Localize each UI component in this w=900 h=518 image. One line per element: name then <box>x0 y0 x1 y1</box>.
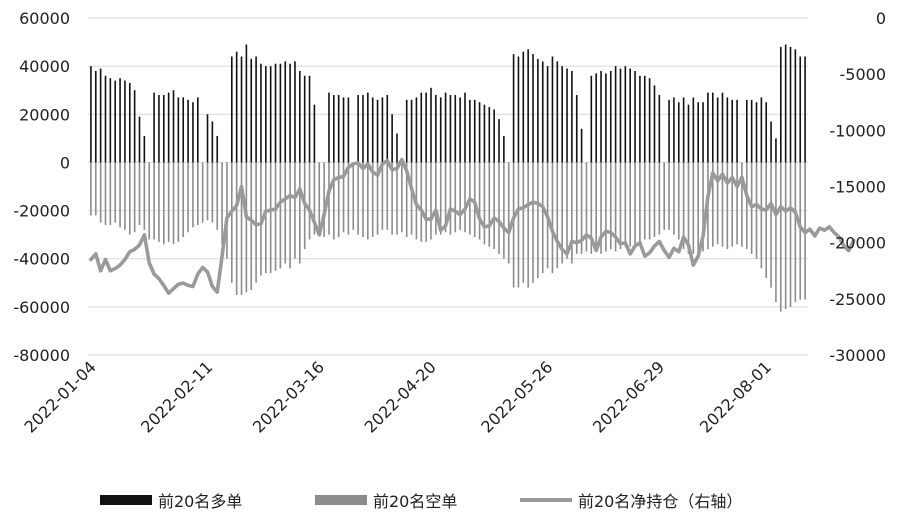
legend-label-long: 前20名多单 <box>158 492 243 511</box>
right-tick-label: -10000 <box>829 121 886 140</box>
x-tick-label: 2022-02-11 <box>137 357 216 436</box>
x-axis: 2022-01-04 2022-02-11 2022-03-16 2022-04-20… <box>21 357 775 436</box>
left-tick-label: -40000 <box>13 250 70 269</box>
legend-item-long: 前20名多单 <box>100 486 242 514</box>
left-tick-label: 60000 <box>19 9 70 28</box>
x-tick-label: 2022-04-20 <box>361 357 440 436</box>
right-tick-label: -15000 <box>829 178 886 197</box>
right-tick-label: -20000 <box>829 234 886 253</box>
right-axis: 0 -5000 -10000 -15000 -20000 -25000 -30000 <box>829 9 886 365</box>
x-tick-label: 2022-06-29 <box>589 357 668 436</box>
left-tick-label: 40000 <box>19 57 70 76</box>
left-tick-label: 20000 <box>19 105 70 124</box>
legend-label-short: 前20名空单 <box>373 492 458 511</box>
short-bars <box>90 162 806 312</box>
net-position-line <box>89 157 856 296</box>
legend-swatch-short <box>315 495 367 505</box>
left-axis: 60000 40000 20000 0 -20000 -40000 -60000 -80000 <box>13 9 70 365</box>
gridlines <box>88 17 808 356</box>
legend-swatch-net <box>520 498 572 502</box>
left-tick-label: -20000 <box>13 202 70 221</box>
legend: 前20名多单 前20名空单 前20名净持仓（右轴） <box>0 486 900 514</box>
legend-label-net: 前20名净持仓（右轴） <box>578 492 743 511</box>
left-tick-label: -80000 <box>13 346 70 365</box>
x-tick-label: 2022-01-04 <box>21 357 100 436</box>
right-tick-label: 0 <box>876 9 886 28</box>
x-tick-label: 2022-08-01 <box>696 357 775 436</box>
left-tick-label: -60000 <box>13 298 70 317</box>
x-tick-label: 2022-03-16 <box>249 357 328 436</box>
legend-item-short: 前20名空单 <box>315 486 457 514</box>
legend-item-net: 前20名净持仓（右轴） <box>520 486 742 514</box>
right-tick-label: -30000 <box>829 346 886 365</box>
net-line-layer <box>89 157 856 296</box>
x-tick-label: 2022-05-26 <box>477 357 556 436</box>
legend-swatch-long <box>100 495 152 505</box>
right-tick-label: -5000 <box>840 65 887 84</box>
right-tick-label: -25000 <box>829 290 886 309</box>
long-bars <box>90 44 806 163</box>
left-tick-label: 0 <box>60 153 70 172</box>
